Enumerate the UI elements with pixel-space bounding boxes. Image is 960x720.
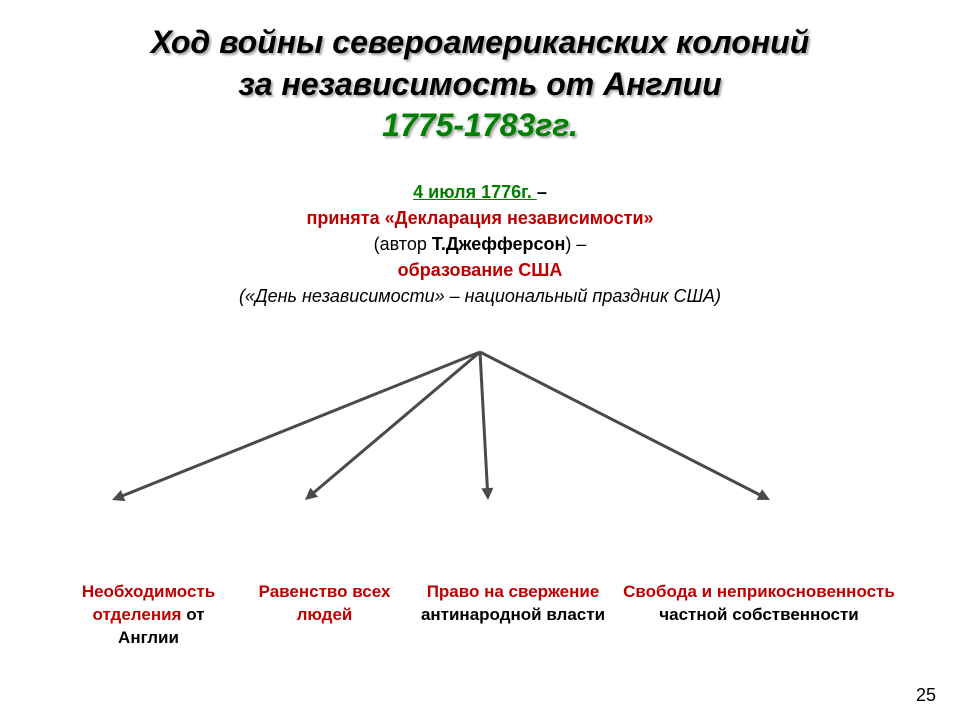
branch-4-black: частной собственности <box>659 605 858 624</box>
branch-2-red: Равенство всех людей <box>259 582 391 624</box>
event-author: Т.Джефферсон <box>432 234 565 254</box>
title-line-2: за независимость от Англии <box>0 64 960 106</box>
event-dash: – <box>537 182 547 202</box>
branches-row: Необходимость отделения от Англии Равенс… <box>0 581 960 650</box>
event-paren-open: (автор <box>374 234 432 254</box>
event-line-2: принята «Декларация независимости» <box>0 205 960 231</box>
branch-1: Необходимость отделения от Англии <box>61 581 236 650</box>
event-line-4: образование США <box>0 257 960 283</box>
slide-title: Ход войны североамериканских колоний за … <box>0 0 960 147</box>
event-date: 4 июля 1776г. <box>413 182 537 202</box>
title-line-1: Ход войны североамериканских колоний <box>0 22 960 64</box>
branch-4: Свобода и неприкосновенность частной соб… <box>619 581 899 650</box>
event-paren-close: ) – <box>565 234 586 254</box>
branch-2: Равенство всех людей <box>242 581 407 650</box>
branch-3-black: антинародной власти <box>421 605 605 624</box>
event-block: 4 июля 1776г. – принята «Декларация неза… <box>0 179 960 309</box>
event-line-1: 4 июля 1776г. – <box>0 179 960 205</box>
branch-3-red: Право на свержение <box>427 582 600 601</box>
title-line-3: 1775-1783гг. <box>0 105 960 147</box>
page-number: 25 <box>916 685 936 706</box>
event-note: («День независимости» – национальный пра… <box>0 283 960 309</box>
branch-3: Право на свержение антинародной власти <box>413 581 613 650</box>
event-line-3: (автор Т.Джефферсон) – <box>0 231 960 257</box>
branch-4-red: Свобода и неприкосновенность <box>623 582 895 601</box>
